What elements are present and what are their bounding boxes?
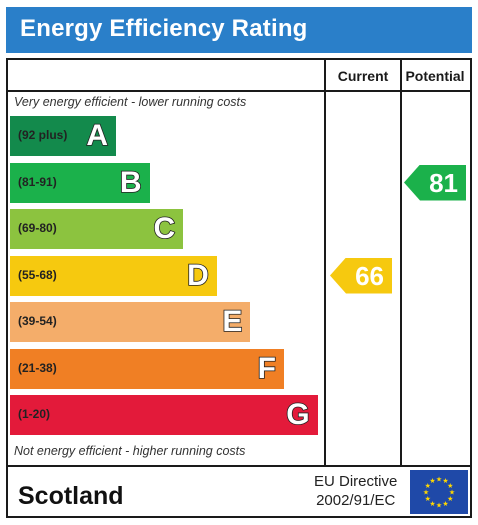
band-letter-g: G (285, 397, 310, 432)
chart-title: Energy Efficiency Rating (20, 15, 308, 42)
band-letter-b: B (119, 165, 142, 200)
band-letter-e: E (222, 304, 244, 339)
band-d: (55-68) D (10, 255, 217, 296)
band-a: (92 plus) A (10, 116, 116, 156)
flag-star-icon: ★ (425, 482, 431, 490)
band-letter-f: F (257, 351, 277, 386)
directive-line2: 2002/91/EC (316, 492, 396, 509)
flag-star-icon: ★ (447, 495, 453, 503)
flag-star-icon: ★ (447, 482, 453, 490)
potential-rating-arrow-value: 81 (429, 167, 458, 198)
band-range-e: (39-54) (18, 314, 57, 328)
note-inefficient: Not energy efficient - higher running co… (14, 444, 246, 458)
band-range-g: (1-20) (18, 407, 51, 421)
band-g: (1-20) G (10, 395, 318, 435)
band-letter-d: D (186, 258, 209, 293)
divider-header (8, 90, 470, 92)
band-letter-c: C (153, 211, 176, 246)
eu-directive: EU Directive 2002/91/EC (314, 472, 397, 510)
band-range-d: (55-68) (18, 267, 57, 282)
flag-star-icon: ★ (423, 489, 429, 497)
current-rating-arrow: 66 (330, 257, 392, 294)
eu-flag-icon: ★ ★ ★ ★ ★ ★ ★ ★ ★ ★ ★ ★ (410, 470, 468, 514)
title-bar: Energy Efficiency Rating (6, 7, 472, 53)
potential-rating-arrow: 81 (404, 164, 466, 201)
directive-line1: EU Directive (314, 473, 398, 490)
flag-star-icon: ★ (442, 500, 448, 508)
column-header-potential: Potential (405, 68, 465, 84)
flag-star-icon: ★ (436, 502, 442, 510)
flag-star-icon: ★ (429, 500, 435, 508)
band-f: (21-38) F (10, 348, 284, 389)
divider-current (324, 60, 326, 465)
band-range-b: (81-91) (18, 174, 57, 189)
current-rating-arrow-value: 66 (355, 260, 384, 291)
band-b: (81-91) B (10, 162, 150, 203)
band-range-c: (69-80) (18, 221, 57, 235)
note-efficient: Very energy efficient - lower running co… (14, 95, 247, 109)
band-e: (39-54) E (10, 302, 251, 342)
flag-star-icon: ★ (436, 476, 442, 484)
flag-star-icon: ★ (449, 489, 455, 497)
band-range-f: (21-38) (18, 360, 57, 375)
column-header-current: Current (337, 68, 389, 84)
band-range-a: (92 plus) (18, 128, 68, 142)
flag-star-icon: ★ (429, 477, 435, 485)
divider-footer (8, 465, 470, 467)
region-label: Scotland (18, 482, 124, 510)
band-c: (69-80) C (10, 209, 184, 249)
divider-potential (400, 60, 402, 465)
flag-star-icon: ★ (442, 477, 448, 485)
band-letter-a: A (86, 118, 109, 153)
rating-frame: Current Potential Very energy efficient … (6, 58, 472, 518)
flag-star-icon: ★ (425, 495, 431, 503)
